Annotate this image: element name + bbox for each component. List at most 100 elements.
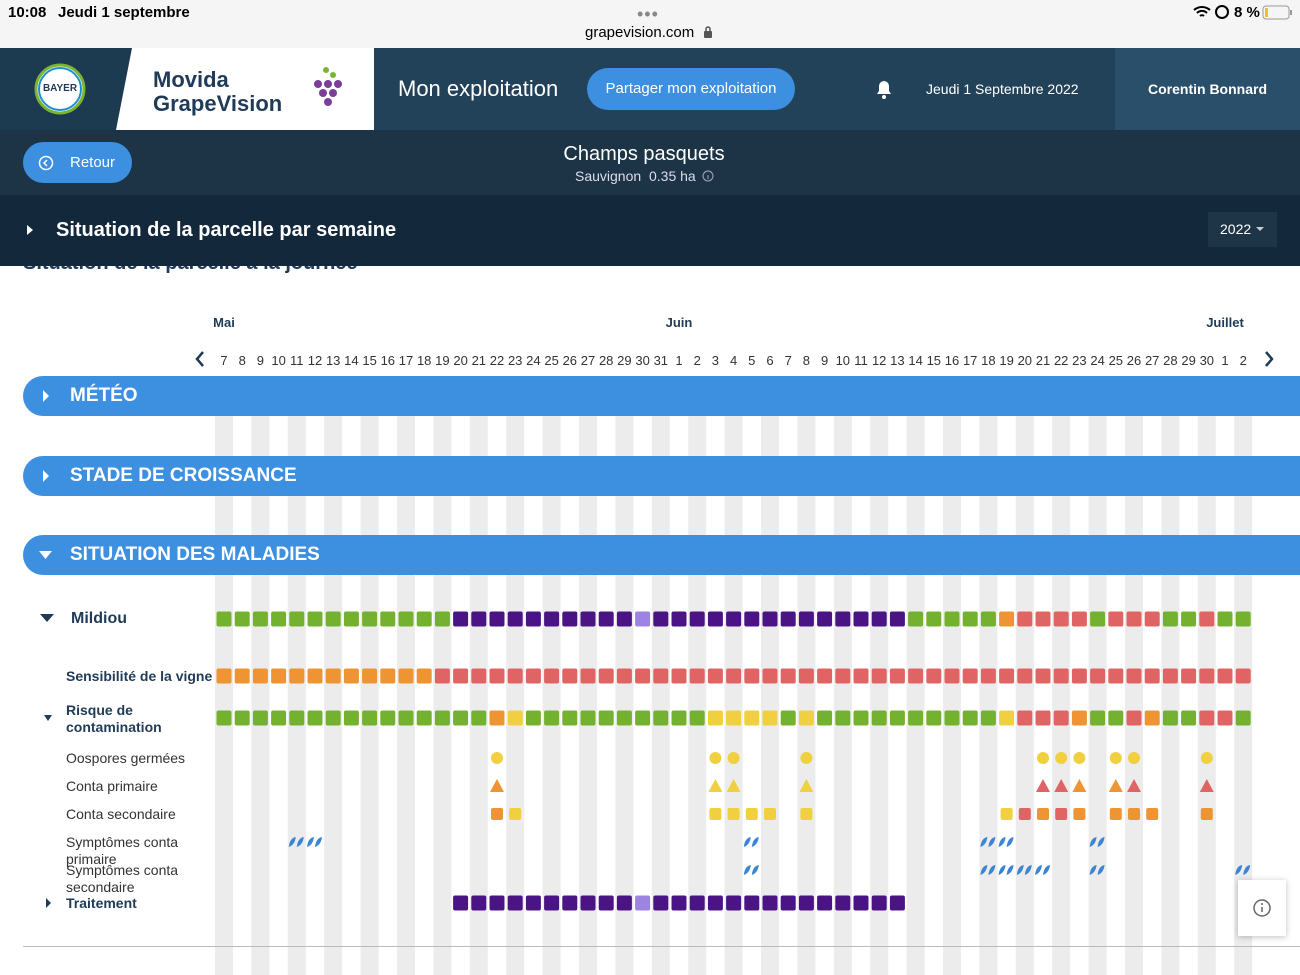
row-label: Sensibilité de la vigne	[66, 668, 213, 684]
marker-triangle	[1072, 779, 1087, 792]
cell	[489, 611, 505, 627]
cell	[580, 668, 596, 684]
cell	[1126, 668, 1142, 684]
day-label: 8	[803, 353, 810, 368]
cell	[817, 710, 833, 726]
cell	[343, 710, 359, 726]
cell	[434, 668, 450, 684]
marker-leaf	[1089, 837, 1105, 847]
day-label: 3	[712, 353, 719, 368]
cell	[1144, 668, 1160, 684]
cell	[343, 668, 359, 684]
day-label: 14	[344, 353, 358, 368]
row-label: Traitement	[66, 895, 137, 911]
cell	[1037, 808, 1049, 820]
cell	[635, 895, 651, 911]
parcel-variety: Sauvignon	[575, 168, 642, 184]
panel-diseases[interactable]: SITUATION DES MALADIES	[23, 535, 1300, 575]
marker-triangle	[726, 779, 741, 792]
column-stripe	[833, 416, 852, 975]
cell	[817, 895, 833, 911]
cell	[453, 611, 469, 627]
day-label: 10	[836, 353, 850, 368]
marker-leaf	[1016, 865, 1032, 875]
caret[interactable]	[45, 898, 53, 908]
user[interactable]: Corentin Bonnard	[1115, 48, 1300, 130]
cell	[398, 710, 414, 726]
cell	[871, 895, 887, 911]
cell	[491, 808, 503, 820]
row-label: Symptômes conta primaire	[66, 834, 179, 867]
marker-circle	[1055, 752, 1068, 764]
caret[interactable]	[44, 715, 54, 723]
cell	[689, 710, 705, 726]
panel-meteo[interactable]: MÉTÉO	[23, 376, 1300, 416]
share-button[interactable]: Partager mon exploitation	[587, 68, 795, 110]
cell	[507, 668, 523, 684]
marker-leaf	[998, 865, 1014, 875]
cell	[471, 611, 487, 627]
year-select[interactable]: 2022	[1208, 212, 1277, 247]
day-label: 26	[1127, 353, 1141, 368]
day-label: 1	[1221, 353, 1228, 368]
cell	[1035, 611, 1051, 627]
cell	[835, 895, 851, 911]
cell	[1126, 611, 1142, 627]
cell	[362, 668, 378, 684]
cell	[926, 611, 942, 627]
status-bar: 10:08 Jeudi 1 septembre ••• grapevision.…	[0, 0, 1300, 48]
cell	[962, 668, 978, 684]
day-label: 21	[1036, 353, 1050, 368]
marker-leaf	[743, 837, 759, 847]
cell	[598, 611, 614, 627]
cell	[671, 611, 687, 627]
cell	[744, 710, 760, 726]
info-icon[interactable]	[702, 170, 714, 182]
panel-growth[interactable]: STADE DE CROISSANCE	[23, 456, 1300, 496]
day-label: 31	[654, 353, 668, 368]
cell	[744, 895, 760, 911]
column-stripe	[724, 416, 743, 975]
caret[interactable]	[40, 614, 56, 624]
cell	[1217, 710, 1233, 726]
url[interactable]: grapevision.com	[585, 24, 695, 41]
row-label: Conta secondaire	[66, 806, 176, 822]
cell	[889, 611, 905, 627]
cell	[343, 611, 359, 627]
cell	[598, 895, 614, 911]
brand-line2: GrapeVision	[153, 91, 283, 116]
cell	[871, 668, 887, 684]
cell	[271, 668, 287, 684]
cell	[1126, 710, 1142, 726]
cell	[544, 710, 560, 726]
bell-icon[interactable]	[874, 78, 894, 100]
cell	[1181, 668, 1197, 684]
cell	[434, 710, 450, 726]
marker-triangle	[799, 779, 814, 792]
divider	[23, 946, 1300, 947]
column-stripe	[870, 416, 889, 975]
cell	[671, 710, 687, 726]
day-label: 17	[399, 353, 413, 368]
cell	[653, 668, 669, 684]
nav-title[interactable]: Mon exploitation	[398, 76, 559, 101]
cell	[216, 668, 232, 684]
section-title[interactable]: Situation de la parcelle par semaine	[56, 219, 397, 241]
panel-title: STADE DE CROISSANCE	[70, 465, 297, 486]
cell	[653, 611, 669, 627]
column-stripe	[579, 416, 597, 975]
cell	[580, 611, 596, 627]
info-button[interactable]	[1238, 880, 1286, 936]
cell	[544, 611, 560, 627]
cell	[362, 611, 378, 627]
prev-arrow[interactable]	[195, 351, 204, 367]
cell	[398, 611, 414, 627]
cell	[926, 668, 942, 684]
day-label: 17	[963, 353, 977, 368]
header: BAYER Movida GrapeVision Mon exploitatio…	[0, 48, 1300, 130]
cell	[398, 668, 414, 684]
day-label: 8	[239, 353, 246, 368]
back-button[interactable]: Retour	[23, 142, 132, 183]
next-arrow[interactable]	[1265, 351, 1274, 367]
marker-circle	[1073, 752, 1086, 764]
